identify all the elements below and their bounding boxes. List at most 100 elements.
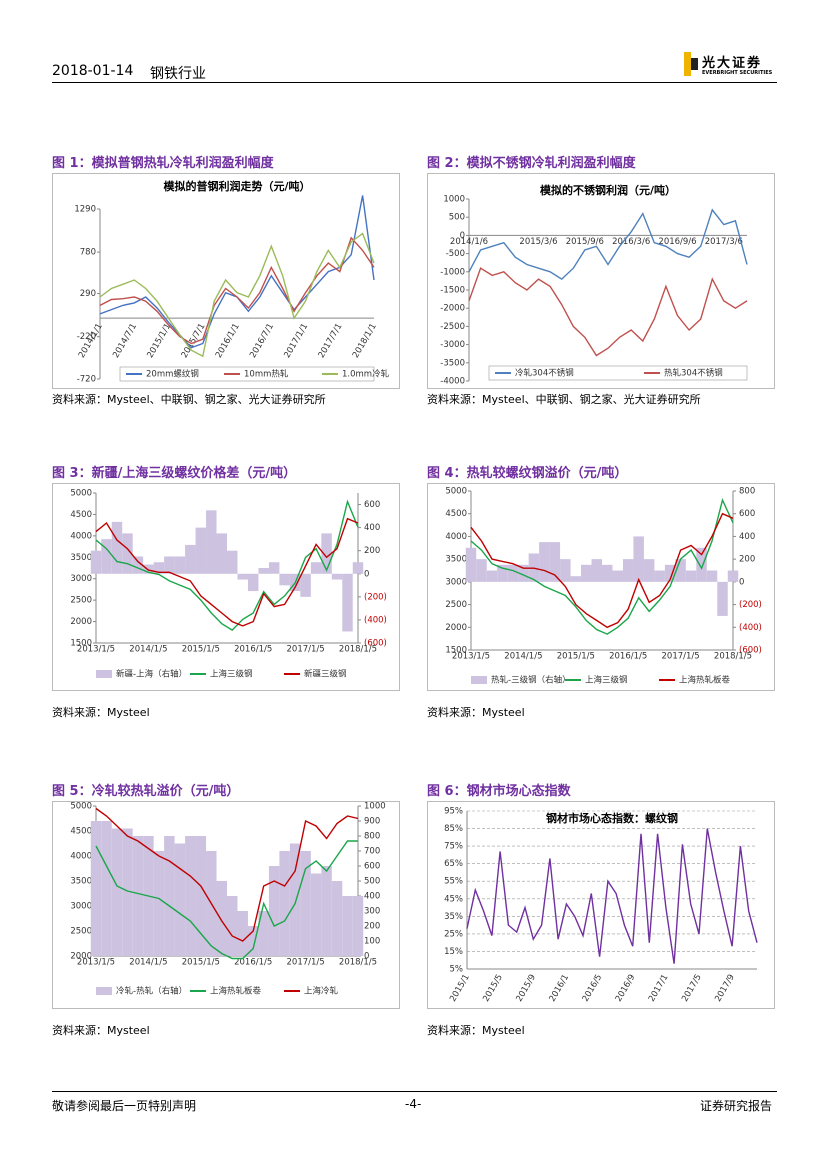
series-line <box>95 840 358 960</box>
footer-rule <box>52 1091 777 1092</box>
legend-label: 冷轧304不锈钢 <box>515 368 574 379</box>
x-tick-label: 2017/1/1 <box>283 322 311 360</box>
legend-label: 10mm热轧 <box>244 369 289 380</box>
y-tick-label: 4500 <box>445 509 467 519</box>
y-tick-label: 2000 <box>70 617 92 627</box>
y2-tick-label: 300 <box>364 907 380 917</box>
x-tick-label: 2015/1/5 <box>557 652 595 662</box>
footer-note: 敬请参阅最后一页特别声明 <box>52 1099 197 1113</box>
area-bar <box>321 866 332 956</box>
area-bar <box>164 556 175 574</box>
y-tick-label: 500 <box>449 213 465 223</box>
y2-tick-label: 400 <box>364 523 380 533</box>
area-bar <box>706 570 718 582</box>
legend-box <box>488 365 748 381</box>
x-tick-label: 2018/1/1 <box>351 322 379 360</box>
y-tick-label: 3000 <box>70 574 92 584</box>
chart: -4000 -3500 -3000 -2500 -2000 -1500 -1000 -500 0… <box>427 173 775 389</box>
area-bar <box>643 559 655 582</box>
x-tick-label: 2015/1/5 <box>182 645 220 655</box>
x-tick-label: 2018/1/5 <box>339 645 377 655</box>
area-bar <box>486 570 498 582</box>
area-bar <box>300 851 311 956</box>
area-bar <box>90 821 102 956</box>
area-bar <box>132 836 144 956</box>
series-line <box>468 267 748 357</box>
legend-label: 上海冷轧 <box>304 986 339 997</box>
y-tick-label: 15% <box>444 947 463 957</box>
figure-source: 资料来源：Mysteel、中联钢、钢之家、光大证券研究所 <box>427 393 701 406</box>
x-tick-label: 2017/1/5 <box>662 652 700 662</box>
y-tick-label: 2500 <box>70 596 92 606</box>
chart-title: 模拟的不锈钢利润（元/吨） <box>540 183 676 197</box>
y-tick-label: 3500 <box>445 555 467 565</box>
area-bar <box>164 836 175 956</box>
series-line <box>95 499 359 631</box>
chart-border <box>52 483 400 691</box>
area-bar <box>111 521 123 574</box>
y-tick-label: -500 <box>446 249 465 259</box>
x-tick-label: 2013/1/5 <box>77 645 115 655</box>
area-bar <box>101 539 112 574</box>
area-bar <box>195 527 207 574</box>
legend-label: 新疆-上海（右轴） <box>116 669 187 680</box>
area-bar <box>174 843 186 956</box>
legend-swatch <box>96 987 112 995</box>
area-bar <box>279 851 290 956</box>
y2-tick-label: 800 <box>739 487 755 497</box>
legend-label: 冷轧-热轧（右轴） <box>116 986 187 997</box>
y-tick-label: 1290 <box>74 205 96 215</box>
x-tick-label: 2014/1/5 <box>129 958 167 968</box>
x-tick-label: 2014/1/5 <box>129 645 167 655</box>
header-date: 2018-01-14 <box>52 63 134 79</box>
y-tick-label: 290 <box>80 289 96 299</box>
y-tick-label: 2000 <box>70 952 92 962</box>
area-bar <box>497 564 508 582</box>
figure-source: 资料来源：Mysteel、中联钢、钢之家、光大证券研究所 <box>52 393 326 406</box>
area-bar <box>227 550 238 574</box>
area-bar <box>195 836 207 956</box>
area-bar <box>300 573 311 597</box>
x-tick-label: 2014/1/5 <box>504 652 542 662</box>
area-bar <box>90 550 102 574</box>
x-tick-label: 2017/3/6 <box>705 237 743 247</box>
figure-source: 资料来源：Mysteel <box>52 706 150 719</box>
figure-caption: 图 6：钢材市场心态指数 <box>427 784 571 799</box>
legend-label: 1.0mm冷轧 <box>342 369 390 380</box>
y-tick-label: 2500 <box>70 927 92 937</box>
y2-tick-label: 1000 <box>364 802 386 812</box>
area-bar <box>685 570 697 582</box>
area-bar <box>352 896 364 956</box>
area-bar <box>591 559 602 582</box>
y2-tick-label: 600 <box>364 500 380 510</box>
area-bar <box>111 828 123 956</box>
y-tick-label: 25% <box>444 929 463 939</box>
x-tick-label: 2017/5 <box>680 973 704 1004</box>
area-bar <box>206 510 217 574</box>
legend-swatch <box>96 670 112 678</box>
y2-tick-label: 600 <box>364 862 380 872</box>
figure-source: 资料来源：Mysteel <box>427 1024 525 1037</box>
x-tick-label: 2016/5 <box>581 973 605 1004</box>
area-bar <box>185 836 196 956</box>
area-bar <box>122 828 133 956</box>
footer-type: 证券研究报告 <box>700 1099 773 1113</box>
area-bar <box>560 559 571 582</box>
figure-source: 资料来源：Mysteel <box>52 1024 150 1037</box>
area-bar <box>622 559 634 582</box>
chart: 5% 15% 25% 35% 45% 55% 65% 75% 85% 95% 2015/1 2015/… <box>427 801 775 1009</box>
header-rule <box>52 82 777 83</box>
area-bar <box>321 533 332 574</box>
x-tick-label: 2015/1/5 <box>182 958 220 968</box>
y-tick-label: 3000 <box>70 902 92 912</box>
area-bar <box>247 926 259 956</box>
legend-label: 上海热轧板卷 <box>210 986 262 997</box>
chart-border <box>52 801 400 1009</box>
series-line <box>470 512 734 629</box>
series-line <box>468 208 748 280</box>
area-bar <box>675 559 686 582</box>
figure-caption: 图 5：冷轧较热轧溢价（元/吨） <box>52 784 240 799</box>
y-tick-label: 5000 <box>70 489 92 499</box>
y-tick-label: 780 <box>80 248 96 258</box>
